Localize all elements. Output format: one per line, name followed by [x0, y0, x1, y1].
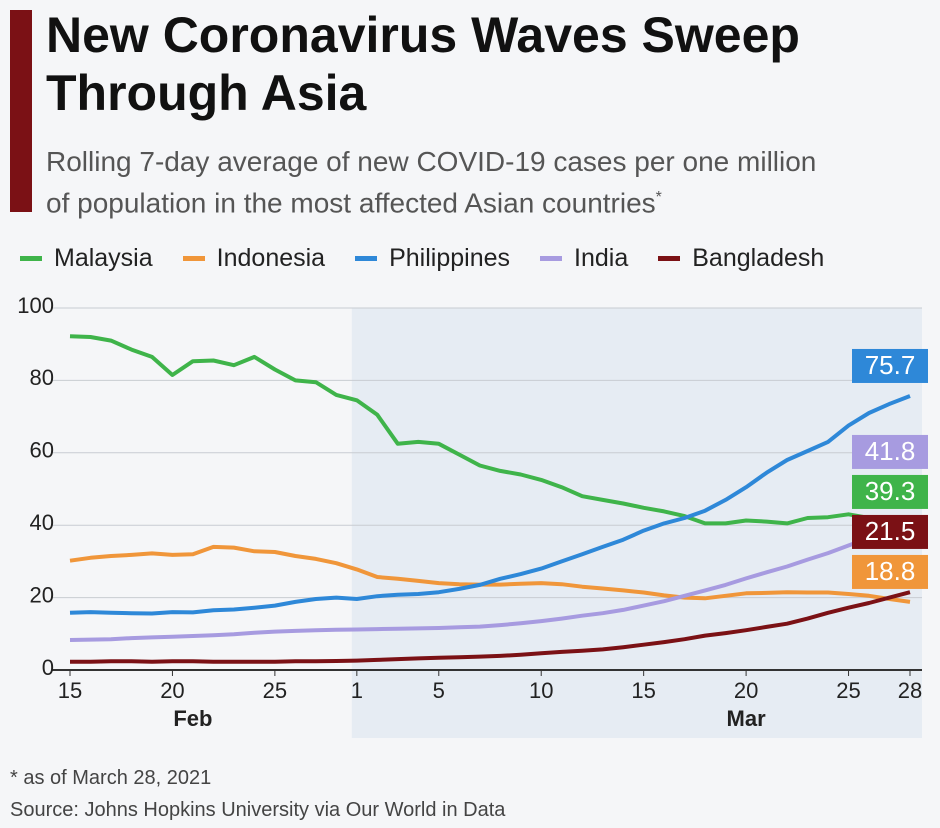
- legend-swatch: [182, 256, 205, 261]
- series-line: [69, 544, 911, 604]
- series-line: [69, 394, 911, 616]
- legend-item: Malaysia: [20, 244, 153, 273]
- chart-title: New Coronavirus Waves Sweep Through Asia: [46, 7, 800, 121]
- legend-label: India: [574, 244, 629, 272]
- x-tick-label: 5: [433, 678, 445, 703]
- value-label: 21.5: [865, 516, 916, 546]
- legend-label: Philippines: [389, 244, 511, 272]
- legend: Malaysia Indonesia Philippines India Banglad…: [20, 244, 854, 273]
- value-label-box: [852, 434, 928, 469]
- footnote: * as of March 28, 2021: [10, 767, 212, 789]
- value-label: 39.3: [865, 476, 916, 506]
- legend-item: India: [540, 244, 628, 273]
- value-label: 41.8: [865, 436, 916, 466]
- legend-swatch: [355, 256, 378, 261]
- value-label-box: [852, 474, 928, 509]
- value-label: 75.7: [865, 350, 916, 380]
- subtitle-text: Rolling 7-day average of new COVID-19 ca…: [46, 146, 817, 219]
- legend-swatch: [658, 256, 681, 261]
- legend-swatch: [20, 256, 42, 261]
- subtitle-marker: *: [655, 189, 662, 206]
- chart-subtitle: Rolling 7-day average of new COVID-19 ca…: [46, 144, 846, 221]
- footer: * as of March 28, 2021 Source: Johns Hop…: [10, 762, 505, 826]
- accent-bar: [10, 10, 32, 212]
- legend-swatch: [540, 256, 563, 261]
- value-label-box: [852, 514, 928, 549]
- series-line: [70, 590, 911, 664]
- y-tick-label: 20: [30, 582, 54, 607]
- month-label: Feb: [173, 706, 212, 731]
- y-tick-label: 80: [30, 365, 54, 390]
- x-tick-label: 1: [351, 678, 363, 703]
- shaded-region: [351, 308, 923, 738]
- x-tick-label: 20: [160, 678, 184, 703]
- month-label: Mar: [727, 706, 767, 731]
- legend-item: Indonesia: [182, 244, 326, 273]
- legend-item: Bangladesh: [658, 244, 824, 273]
- y-tick-label: 40: [30, 510, 54, 535]
- value-label: 18.8: [865, 556, 916, 586]
- x-tick-label: 25: [263, 678, 287, 703]
- series-line: [69, 334, 911, 530]
- series-line: [69, 516, 911, 642]
- legend-item: Philippines: [355, 244, 510, 273]
- y-tick-label: 60: [30, 438, 54, 463]
- legend-label: Bangladesh: [692, 244, 825, 272]
- legend-label: Indonesia: [216, 244, 326, 272]
- x-tick-label: 10: [529, 678, 553, 703]
- x-tick-label: 15: [58, 678, 82, 703]
- y-tick-label: 100: [17, 293, 54, 318]
- y-tick-label: 0: [42, 655, 54, 680]
- value-label-box: [852, 554, 928, 589]
- value-label-box: [852, 348, 928, 383]
- legend-label: Malaysia: [54, 244, 153, 272]
- x-tick-label: 15: [631, 678, 655, 703]
- source: Source: Johns Hopkins University via Our…: [10, 799, 506, 821]
- x-tick-label: 20: [734, 678, 758, 703]
- x-tick-label: 28: [898, 678, 922, 703]
- x-tick-label: 25: [836, 678, 860, 703]
